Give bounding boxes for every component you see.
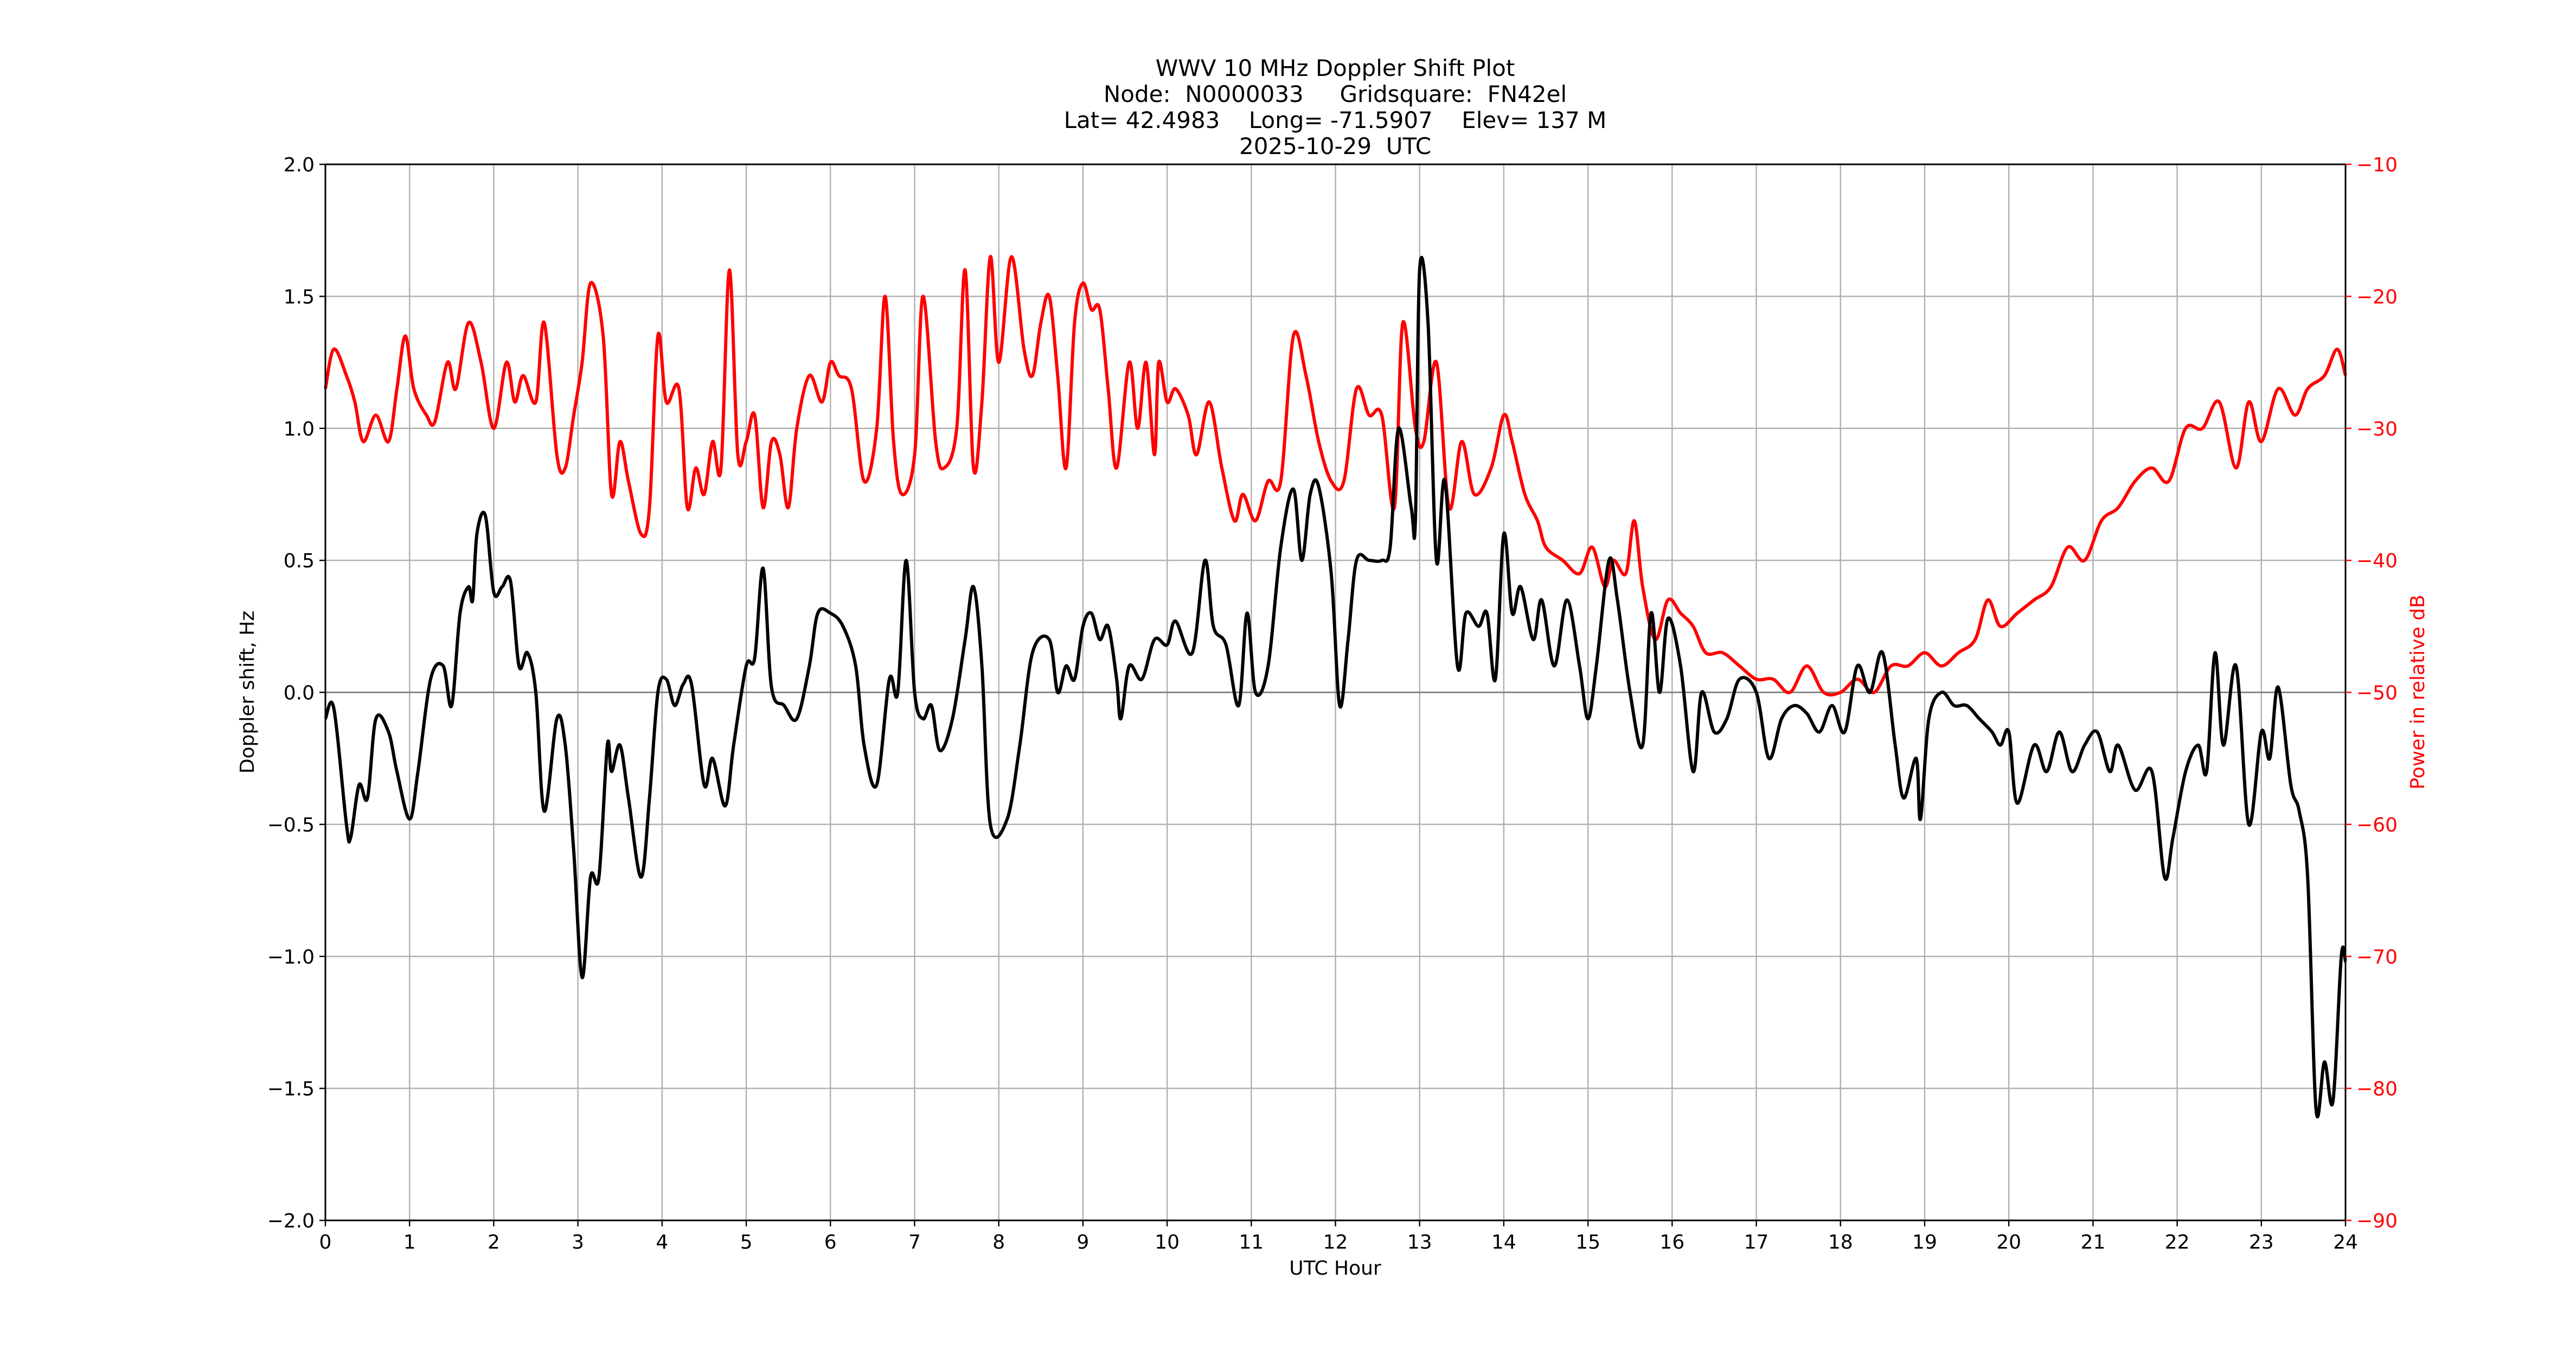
x-tick-label: 24: [2333, 1231, 2358, 1253]
y-tick-label: −2.0: [267, 1210, 315, 1232]
doppler-series-line: [324, 255, 2347, 1118]
x-tick-label: 17: [1744, 1231, 1769, 1253]
ticks: 0 1 2 3 4 5 6 7 8 9 10 11 12 13 14 15 16 17 18 19 20 21 22 23 24…: [267, 154, 2398, 1253]
y-axis-label: Doppler shift, Hz: [236, 611, 259, 773]
x-tick-label: 20: [1996, 1231, 2021, 1253]
x-tick-label: 10: [1155, 1231, 1180, 1253]
series-group: [324, 255, 2347, 1118]
x-tick-label: 5: [740, 1231, 753, 1253]
x-tick-label: 18: [1828, 1231, 1853, 1253]
y2-tick-label: −70: [2356, 946, 2398, 968]
x-tick-label: 6: [824, 1231, 837, 1253]
y2-tick-label: −60: [2356, 814, 2398, 836]
y2-tick-label: −80: [2356, 1078, 2398, 1101]
x-tick-label: 8: [992, 1231, 1005, 1253]
title-line-4: 2025-10-29 UTC: [1239, 133, 1431, 159]
x-axis-label: UTC Hour: [1289, 1257, 1381, 1280]
y-tick-label: −1.5: [267, 1078, 315, 1101]
x-tick-label: 1: [403, 1231, 416, 1253]
x-tick-label: 7: [908, 1231, 921, 1253]
y2-axis-label: Power in relative dB: [2407, 594, 2429, 789]
y-tick-label: 1.0: [284, 418, 315, 440]
title-line-2: Node: N0000033 Gridsquare: FN42el: [1104, 81, 1567, 107]
title: WWV 10 MHz Doppler Shift Plot Node: N000…: [1064, 55, 1607, 159]
x-tick-label: 23: [2249, 1231, 2274, 1253]
y2-tick-label: −20: [2356, 286, 2398, 308]
y-tick-label: 0.0: [284, 682, 315, 705]
x-tick-label: 9: [1076, 1231, 1089, 1253]
x-tick-label: 16: [1659, 1231, 1684, 1253]
y2-tick-label: −10: [2356, 154, 2398, 176]
grid: [324, 163, 2347, 1221]
x-tick-label: 11: [1239, 1231, 1264, 1253]
x-tick-label: 19: [1912, 1231, 1937, 1253]
x-tick-label: 0: [319, 1231, 332, 1253]
y2-tick-label: −90: [2356, 1210, 2398, 1232]
y-tick-label: 0.5: [284, 550, 315, 572]
title-line-3: Lat= 42.4983 Long= -71.5907 Elev= 137 M: [1064, 107, 1607, 133]
x-tick-label: 15: [1575, 1231, 1600, 1253]
y-tick-label: −1.0: [267, 946, 315, 968]
y-tick-label: 2.0: [284, 154, 315, 176]
y2-tick-label: −30: [2356, 418, 2398, 440]
y-tick-label: 1.5: [284, 286, 315, 308]
y-tick-label: −0.5: [267, 814, 315, 836]
x-tick-label: 2: [488, 1231, 500, 1253]
x-tick-label: 21: [2080, 1231, 2105, 1253]
x-tick-label: 14: [1491, 1231, 1516, 1253]
y2-tick-label: −40: [2356, 550, 2398, 572]
x-tick-label: 13: [1407, 1231, 1432, 1253]
power-series-line: [324, 255, 2347, 697]
x-tick-label: 22: [2165, 1231, 2190, 1253]
x-tick-label: 3: [572, 1231, 584, 1253]
title-line-1: WWV 10 MHz Doppler Shift Plot: [1156, 55, 1515, 81]
x-tick-label: 4: [656, 1231, 668, 1253]
y2-tick-label: −50: [2356, 682, 2398, 705]
x-tick-label: 12: [1323, 1231, 1348, 1253]
